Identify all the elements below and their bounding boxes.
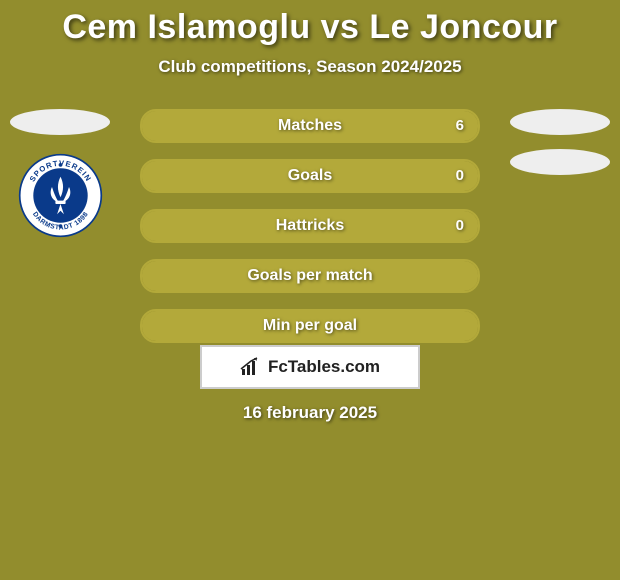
left-club-crest: SPORTVEREIN DARMSTADT 1898	[18, 153, 103, 238]
date-text: 16 february 2025	[0, 403, 620, 423]
left-player-column: SPORTVEREIN DARMSTADT 1898	[5, 109, 115, 238]
stat-label: Matches	[142, 111, 478, 141]
stat-row: Goals0	[140, 159, 480, 193]
right-club-crest-placeholder	[510, 149, 610, 175]
right-player-photo-placeholder	[510, 109, 610, 135]
stat-value-right: 0	[442, 211, 478, 241]
stat-label: Hattricks	[142, 211, 478, 241]
stat-rows: Matches6Goals0Hattricks0Goals per matchM…	[140, 109, 480, 343]
stat-value-right: 6	[442, 111, 478, 141]
branding-text: FcTables.com	[268, 357, 380, 377]
stats-area: SPORTVEREIN DARMSTADT 1898	[0, 109, 620, 339]
left-player-photo-placeholder	[10, 109, 110, 135]
stat-row: Matches6	[140, 109, 480, 143]
stat-row: Hattricks0	[140, 209, 480, 243]
page-subtitle: Club competitions, Season 2024/2025	[0, 57, 620, 77]
stat-label: Min per goal	[142, 311, 478, 341]
page-title: Cem Islamoglu vs Le Joncour	[0, 8, 620, 47]
stat-value-right: 0	[442, 161, 478, 191]
stat-row: Goals per match	[140, 259, 480, 293]
bar-chart-icon	[240, 357, 262, 377]
right-player-column	[505, 109, 615, 189]
branding-badge: FcTables.com	[200, 345, 420, 389]
stat-label: Goals per match	[142, 261, 478, 291]
stat-label: Goals	[142, 161, 478, 191]
stat-row: Min per goal	[140, 309, 480, 343]
darmstadt-crest-icon: SPORTVEREIN DARMSTADT 1898	[18, 153, 103, 238]
